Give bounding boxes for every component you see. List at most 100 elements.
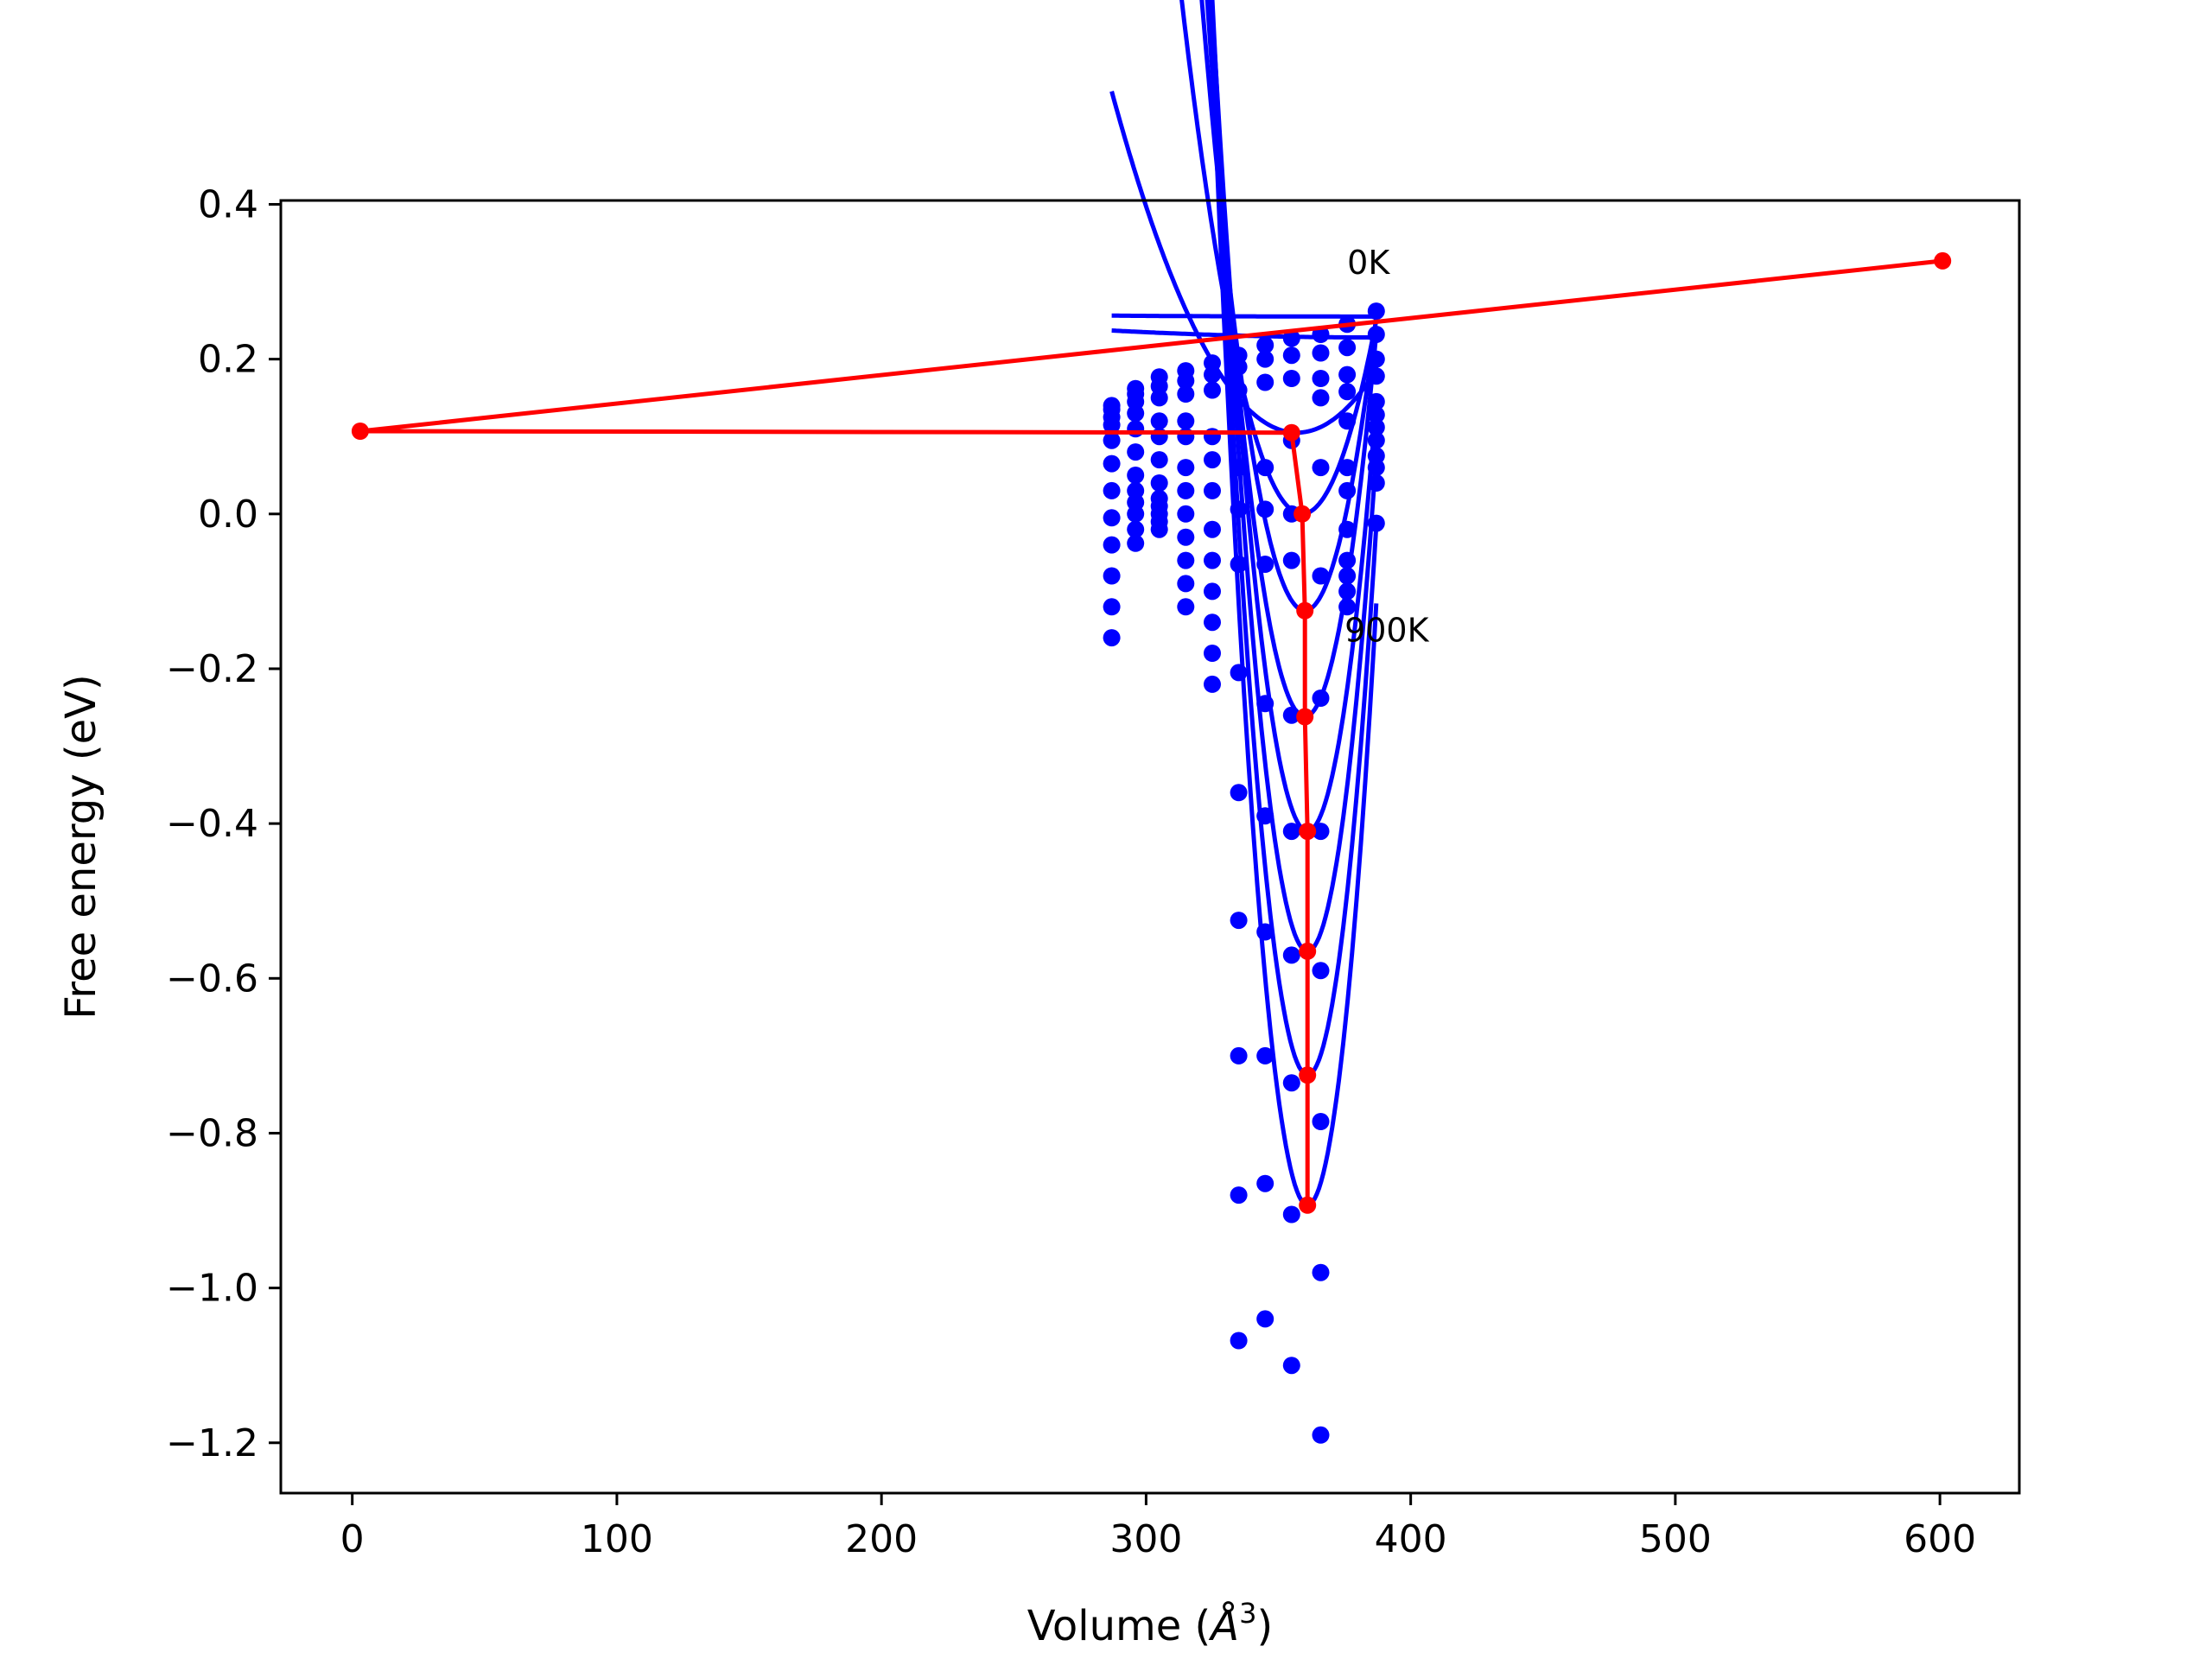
data-point [1338, 598, 1357, 616]
data-point [1282, 551, 1300, 569]
data-point [1312, 370, 1330, 387]
data-point [1282, 706, 1300, 724]
fit-curve [1208, 0, 1379, 1208]
data-point [1177, 505, 1195, 523]
y-tick-label: 0.4 [198, 182, 258, 226]
data-point [1256, 350, 1274, 368]
data-point [1177, 551, 1195, 569]
data-point [1282, 1074, 1300, 1092]
data-point [1230, 1046, 1248, 1065]
y-axis: 0.4 0.2 0.0 −0.2 −0.4 −0.6 −0.8 −1.0 −1.2 [166, 182, 281, 1465]
data-point [1230, 358, 1248, 376]
equilibrium-point [1294, 505, 1312, 523]
data-point [1338, 520, 1357, 538]
data-point [1312, 344, 1330, 362]
x-tick-label: 600 [1904, 1517, 1976, 1561]
data-point [1177, 459, 1195, 477]
data-point [1338, 383, 1357, 401]
equilibrium-point [1299, 942, 1317, 960]
data-point [1312, 690, 1330, 707]
data-point [1256, 807, 1274, 825]
data-point [1127, 520, 1145, 538]
temperature-annotation: 900K [1344, 612, 1430, 650]
data-point [1204, 645, 1221, 662]
data-point [1312, 389, 1330, 407]
data-point [1177, 412, 1195, 430]
data-point [1177, 575, 1195, 593]
data-point [1256, 336, 1274, 354]
data-point [1256, 500, 1274, 518]
annotations: 0K 900K [1344, 244, 1430, 650]
data-point [1150, 412, 1168, 430]
data-point [1230, 1332, 1248, 1350]
data-point [1103, 431, 1121, 449]
fit-curve [1209, 0, 1379, 1077]
data-point [1338, 567, 1357, 585]
data-point [1256, 556, 1274, 573]
fit-curve [1199, 0, 1379, 613]
equilibrium-point [1299, 1066, 1317, 1084]
data-point [1230, 912, 1248, 930]
y-tick-label: −0.8 [166, 1111, 258, 1155]
fit-curve [1210, 0, 1379, 954]
data-point [1103, 598, 1121, 616]
data-point [1367, 302, 1385, 321]
data-point [1204, 381, 1221, 399]
data-point [1177, 385, 1195, 403]
x-tick-label: 100 [581, 1517, 653, 1561]
data-point [1312, 459, 1330, 477]
data-point [1256, 459, 1274, 477]
data-point [1312, 962, 1330, 980]
data-point [1127, 467, 1145, 484]
data-point [1338, 582, 1357, 601]
data-point [1204, 365, 1221, 384]
equilibrium-line [351, 251, 1952, 1214]
data-point [1312, 1426, 1330, 1444]
equilibrium-point [1282, 423, 1300, 442]
data-point [1204, 451, 1221, 469]
data-point [1367, 392, 1385, 410]
data-point [1230, 459, 1248, 477]
data-point [1312, 1113, 1330, 1130]
data-point [1230, 664, 1248, 682]
data-point [1282, 370, 1300, 387]
x-tick-label: 300 [1109, 1517, 1182, 1561]
data-point [1103, 629, 1121, 647]
data-point [1367, 459, 1385, 477]
data-point [1367, 514, 1385, 532]
data-point [1282, 1205, 1300, 1224]
data-point [1177, 528, 1195, 546]
data-point [1312, 823, 1330, 841]
data-point [1177, 481, 1195, 499]
data-point [1256, 373, 1274, 391]
equilibrium-point [351, 423, 369, 440]
data-point [1204, 481, 1221, 499]
equilibrium-point [1299, 823, 1317, 841]
data-point [1103, 509, 1121, 527]
x-tick-label: 200 [845, 1517, 918, 1561]
x-tick-label: 400 [1375, 1517, 1447, 1561]
data-point [1338, 365, 1357, 384]
y-tick-label: −1.0 [166, 1267, 258, 1311]
x-axis-title: Volume (Å3) [1027, 1597, 1273, 1650]
data-point [1312, 567, 1330, 585]
data-point [1256, 1174, 1274, 1192]
data-point [1282, 946, 1300, 964]
data-point [1367, 474, 1385, 492]
x-axis: 0 100 200 300 400 500 600 [340, 1493, 1976, 1561]
data-point [1367, 350, 1385, 368]
data-point [1338, 551, 1357, 569]
data-point [1103, 416, 1121, 434]
data-point [1338, 481, 1357, 499]
data-point [1127, 534, 1145, 552]
equilibrium-path [358, 258, 1943, 1205]
data-point [1256, 695, 1274, 713]
data-point [1312, 1263, 1330, 1281]
data-point [1230, 500, 1248, 518]
y-tick-label: −1.2 [166, 1421, 258, 1465]
x-tick-label: 500 [1639, 1517, 1712, 1561]
y-axis-title: Free energy (eV) [57, 674, 105, 1019]
data-point [1150, 389, 1168, 407]
data-point [1282, 329, 1300, 347]
data-point [1204, 613, 1221, 632]
